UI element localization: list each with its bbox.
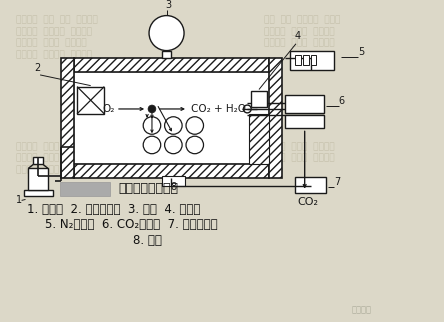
- Bar: [303, 55, 309, 65]
- Bar: [24, 190, 53, 195]
- Circle shape: [143, 117, 161, 134]
- Bar: [285, 115, 324, 128]
- Text: 蒸发器组  冷凝机  新型机组: 蒸发器组 冷凝机 新型机组: [264, 142, 334, 151]
- Text: 空调制冷  压缩机  冷库冷冻: 空调制冷 压缩机 冷库冷冻: [264, 27, 334, 36]
- Bar: [59, 182, 110, 195]
- Circle shape: [186, 136, 203, 154]
- Circle shape: [243, 105, 251, 113]
- Text: 6: 6: [339, 96, 345, 106]
- Circle shape: [186, 117, 203, 134]
- Text: 制冷压缩  蒸发器  冷凝机组: 制冷压缩 蒸发器 冷凝机组: [16, 142, 87, 151]
- Bar: [162, 51, 171, 58]
- Bar: [310, 55, 317, 65]
- Text: 制冷  制热  高效节能  新型机: 制冷 制热 高效节能 新型机: [264, 15, 340, 24]
- Circle shape: [165, 136, 182, 154]
- Text: 制冷机组  氟利昂  冷藏冷冻: 制冷机组 氟利昂 冷藏冷冻: [16, 39, 87, 48]
- Bar: [74, 58, 269, 72]
- Bar: [295, 55, 301, 65]
- Text: 1: 1: [16, 195, 22, 205]
- Text: 8. 果蔬: 8. 果蔬: [132, 234, 161, 247]
- Bar: [28, 168, 48, 190]
- Bar: [162, 176, 185, 186]
- Text: 4: 4: [295, 31, 301, 41]
- Circle shape: [148, 105, 156, 113]
- Text: 2: 2: [34, 63, 40, 73]
- Bar: [249, 114, 269, 165]
- Bar: [74, 72, 269, 165]
- Text: 高效节能  新型机组  制冷设备: 高效节能 新型机组 制冷设备: [16, 51, 92, 59]
- Bar: [74, 165, 269, 178]
- Circle shape: [165, 117, 182, 134]
- Bar: [285, 95, 324, 113]
- Circle shape: [143, 136, 161, 154]
- Bar: [77, 87, 104, 114]
- Text: CO₂: CO₂: [297, 197, 318, 207]
- Text: 5: 5: [358, 47, 365, 57]
- Text: 风冷水冷  制冷机  冷库设备: 风冷水冷 制冷机 冷库设备: [264, 154, 334, 163]
- Text: CO₂ + H₂O: CO₂ + H₂O: [191, 104, 246, 114]
- Text: 空调制冷  压缩机组  冷库机组: 空调制冷 压缩机组 冷库机组: [16, 27, 92, 36]
- Text: 冷水机组  风冷机  水冷机组: 冷水机组 风冷机 水冷机组: [16, 154, 87, 163]
- Bar: [251, 91, 267, 107]
- Text: 1. 制冷机  2. 空气冷却器  3. 气袋  4. 脱臭器: 1. 制冷机 2. 空气冷却器 3. 气袋 4. 脱臭器: [28, 203, 201, 216]
- Text: 气调冷藏库的组成: 气调冷藏库的组成: [118, 182, 178, 195]
- Text: 新型机组  制冷  制热  高效节能: 新型机组 制冷 制热 高效节能: [16, 15, 98, 24]
- Bar: [33, 156, 43, 165]
- Text: O₂: O₂: [102, 104, 115, 114]
- Bar: [269, 58, 282, 178]
- Bar: [295, 177, 326, 193]
- Text: 5. N₂发生器  6. CO₂洗涤器  7. 气体分析器: 5. N₂发生器 6. CO₂洗涤器 7. 气体分析器: [45, 218, 218, 231]
- Text: 制冷设备  氨制冷  冷藏冷冻: 制冷设备 氨制冷 冷藏冷冻: [16, 165, 87, 174]
- Text: 7: 7: [334, 177, 340, 187]
- Text: 制冷机组  氟利昂  节能设备: 制冷机组 氟利昂 节能设备: [264, 39, 334, 48]
- Bar: [290, 51, 334, 70]
- Text: 制冷百科: 制冷百科: [351, 305, 371, 314]
- Bar: [60, 58, 74, 178]
- Text: 8: 8: [170, 182, 176, 192]
- Text: 3: 3: [166, 0, 171, 10]
- Circle shape: [149, 15, 184, 51]
